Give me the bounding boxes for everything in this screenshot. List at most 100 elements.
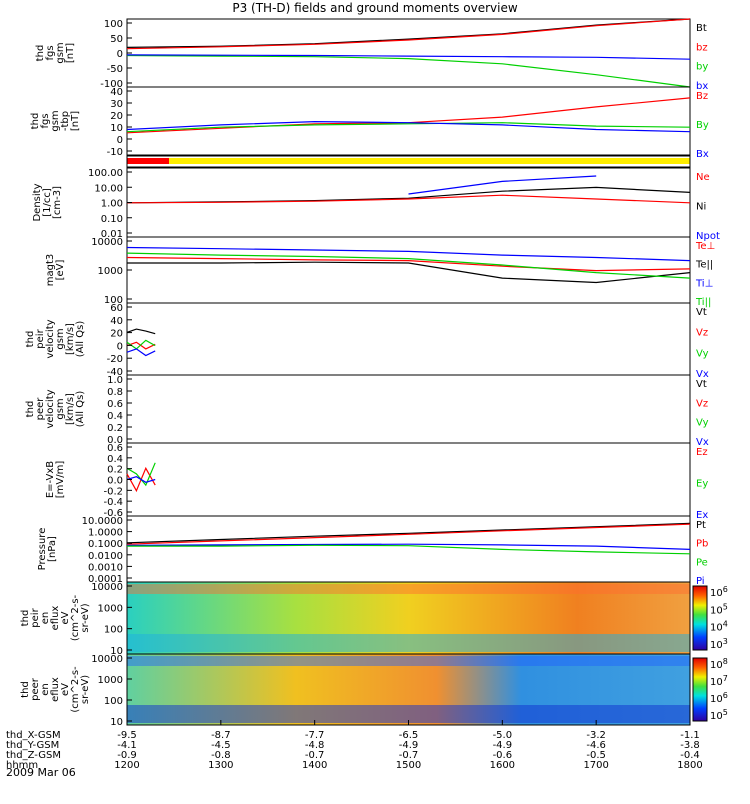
peer_spec-ytick: 1000 [98, 675, 123, 686]
status-bar-red [127, 158, 169, 164]
fgs_gsm-series-by [126, 54, 691, 88]
pressure-ylabel: Pressure [37, 528, 48, 571]
peer_spec-colorbar-tick: 105 [710, 708, 728, 722]
density-legend-Ne: Ne [696, 172, 710, 183]
page-title: P3 (TH-D) fields and ground moments over… [232, 1, 518, 15]
density-ytick: 0.01 [101, 229, 123, 240]
peir_spec-colorbar-tick: 104 [710, 620, 728, 634]
fgs_gsm-ytick: 100 [104, 19, 123, 30]
ephemeris-value: -6.5 [399, 730, 419, 741]
pressure-series-Pb [126, 523, 691, 545]
ephemeris-value: 1700 [583, 760, 608, 771]
ephemeris-label: hhmm [6, 760, 38, 771]
temperature-legend-Te⊥: Te⊥ [695, 241, 715, 252]
temperature-series-Ti|| [126, 252, 691, 279]
peir_spec-ylabel: eV [60, 611, 71, 624]
density-ytick: 1.00 [101, 199, 123, 210]
fgs_gsm-legend-by: by [696, 62, 708, 73]
fgs_gse_tbp-ylabel: -tbp [60, 111, 71, 131]
efield-frame [126, 442, 691, 517]
fgs_gsm-series-bx [126, 54, 691, 60]
fgs_gse_tbp-series-Bx [126, 120, 691, 133]
pressure-ytick: 0.0001 [88, 574, 123, 585]
peer_velocity-frame [126, 374, 691, 444]
fgs_gse_tbp-ytick: -10 [107, 147, 123, 158]
pressure-ytick: 0.0010 [88, 562, 123, 573]
pressure-legend-Pi: Pi [696, 576, 705, 587]
density-series-Npot [408, 175, 597, 195]
ephemeris-value: -7.7 [305, 730, 325, 741]
temperature-legend-Ti||: Ti|| [695, 297, 711, 308]
density-legend-Ni: Ni [696, 202, 706, 213]
ephemeris-value: -0.6 [493, 750, 513, 761]
peir_velocity-ylabel: [km/s] [65, 323, 76, 355]
peir_velocity-ytick: 60 [110, 303, 123, 314]
peer_velocity-ytick: 0.0 [107, 435, 123, 446]
ephemeris-value: -8.7 [211, 730, 231, 741]
pressure-series-Pe [127, 544, 691, 555]
peer_velocity-ytick: 0.4 [107, 411, 123, 422]
peer_spec-ytick: 10000 [91, 654, 123, 665]
fgs_gse_tbp-legend-By: By [696, 120, 709, 131]
peir_velocity-legend-Vx: Vx [696, 369, 709, 380]
peir_spec-colorbar-tick: 103 [710, 637, 728, 651]
peir_velocity-legend-Vt: Vt [696, 307, 707, 318]
peir_spec-ylabel: sr-eV) [80, 603, 91, 632]
peer_spec-ylabel: peer [30, 677, 41, 701]
peer_velocity-ylabel: (All Qs) [75, 391, 86, 428]
density-legend-Npot: Npot [696, 231, 720, 242]
fgs_gsm-ytick: -100 [100, 79, 123, 90]
temperature-ylabel: magt3 [45, 254, 56, 287]
peir_velocity-ylabel: thd [25, 331, 36, 348]
ephemeris-value: -4.6 [586, 740, 606, 751]
density-ylabel: [cm-3] [52, 186, 63, 219]
peir_spec-ytick: 10000 [91, 582, 123, 593]
fgs_gsm-legend-bx: bx [696, 81, 708, 92]
peer_velocity-legend-Vx: Vx [696, 437, 709, 448]
peer_velocity-ylabel: velocity [45, 389, 56, 428]
peir_velocity-series-Vx [126, 348, 156, 357]
density-ytick: 10.00 [94, 183, 123, 194]
ephemeris-value: -0.4 [680, 750, 700, 761]
peir_velocity-ylabel: velocity [45, 319, 56, 358]
fgs_gsm-ytick: -50 [107, 64, 123, 75]
ephemeris-value: -3.2 [586, 730, 606, 741]
ephemeris-label: thd_Y-GSM [6, 740, 59, 751]
density-series-Ne [126, 194, 691, 204]
peer_velocity-ytick: 1.0 [107, 375, 123, 386]
efield-legend-Ex: Ex [696, 510, 708, 521]
ephemeris-label: thd_X-GSM [6, 730, 61, 741]
temperature-ytick: 1000 [98, 266, 123, 277]
ephemeris-value: -4.1 [117, 740, 137, 751]
fgs_gsm-series-bz [126, 18, 691, 50]
pressure-series-Pt [126, 522, 691, 544]
peer_velocity-ytick: 0.8 [107, 387, 123, 398]
peir_velocity-series-Vt [126, 328, 156, 335]
fgs_gse_tbp-frame [126, 86, 691, 156]
peer_spec-ytick: 10 [110, 717, 123, 728]
efield-legend-Ey: Ey [696, 479, 708, 490]
peer_spec-ylabel: (cm^2-s- [70, 666, 81, 713]
efield-ytick: -0.2 [103, 486, 123, 497]
ephemeris-value: 1600 [490, 760, 515, 771]
peir_velocity-legend-Vy: Vy [696, 348, 709, 359]
peir_velocity-ytick: 20 [110, 329, 123, 340]
fgs_gse_tbp-ylabel: thd [30, 113, 41, 130]
pressure-legend-Pe: Pe [696, 557, 708, 568]
fgs_gsm-ylabel: fgs [45, 45, 56, 60]
efield-ytick: -0.6 [103, 508, 123, 519]
ephemeris-value: -4.9 [493, 740, 513, 751]
efield-ytick: -0.4 [103, 497, 123, 508]
peir_spec-ylabel: peir [30, 607, 41, 627]
status-bar-yellow [127, 158, 690, 164]
peir_velocity-ytick: -20 [107, 354, 123, 365]
pressure-legend-Pt: Pt [696, 520, 706, 531]
peir_spec-ylabel: eflux [50, 606, 61, 631]
date-label: 2009 Mar 06 [6, 766, 76, 779]
fgs_gse_tbp-ylabel: fgs [40, 113, 51, 128]
density-ytick: 100.00 [88, 168, 123, 179]
peir_spec-colorbar [692, 585, 708, 651]
fgs_gse_tbp-ytick: 10 [110, 123, 123, 134]
temperature-series-Te|| [127, 261, 691, 284]
